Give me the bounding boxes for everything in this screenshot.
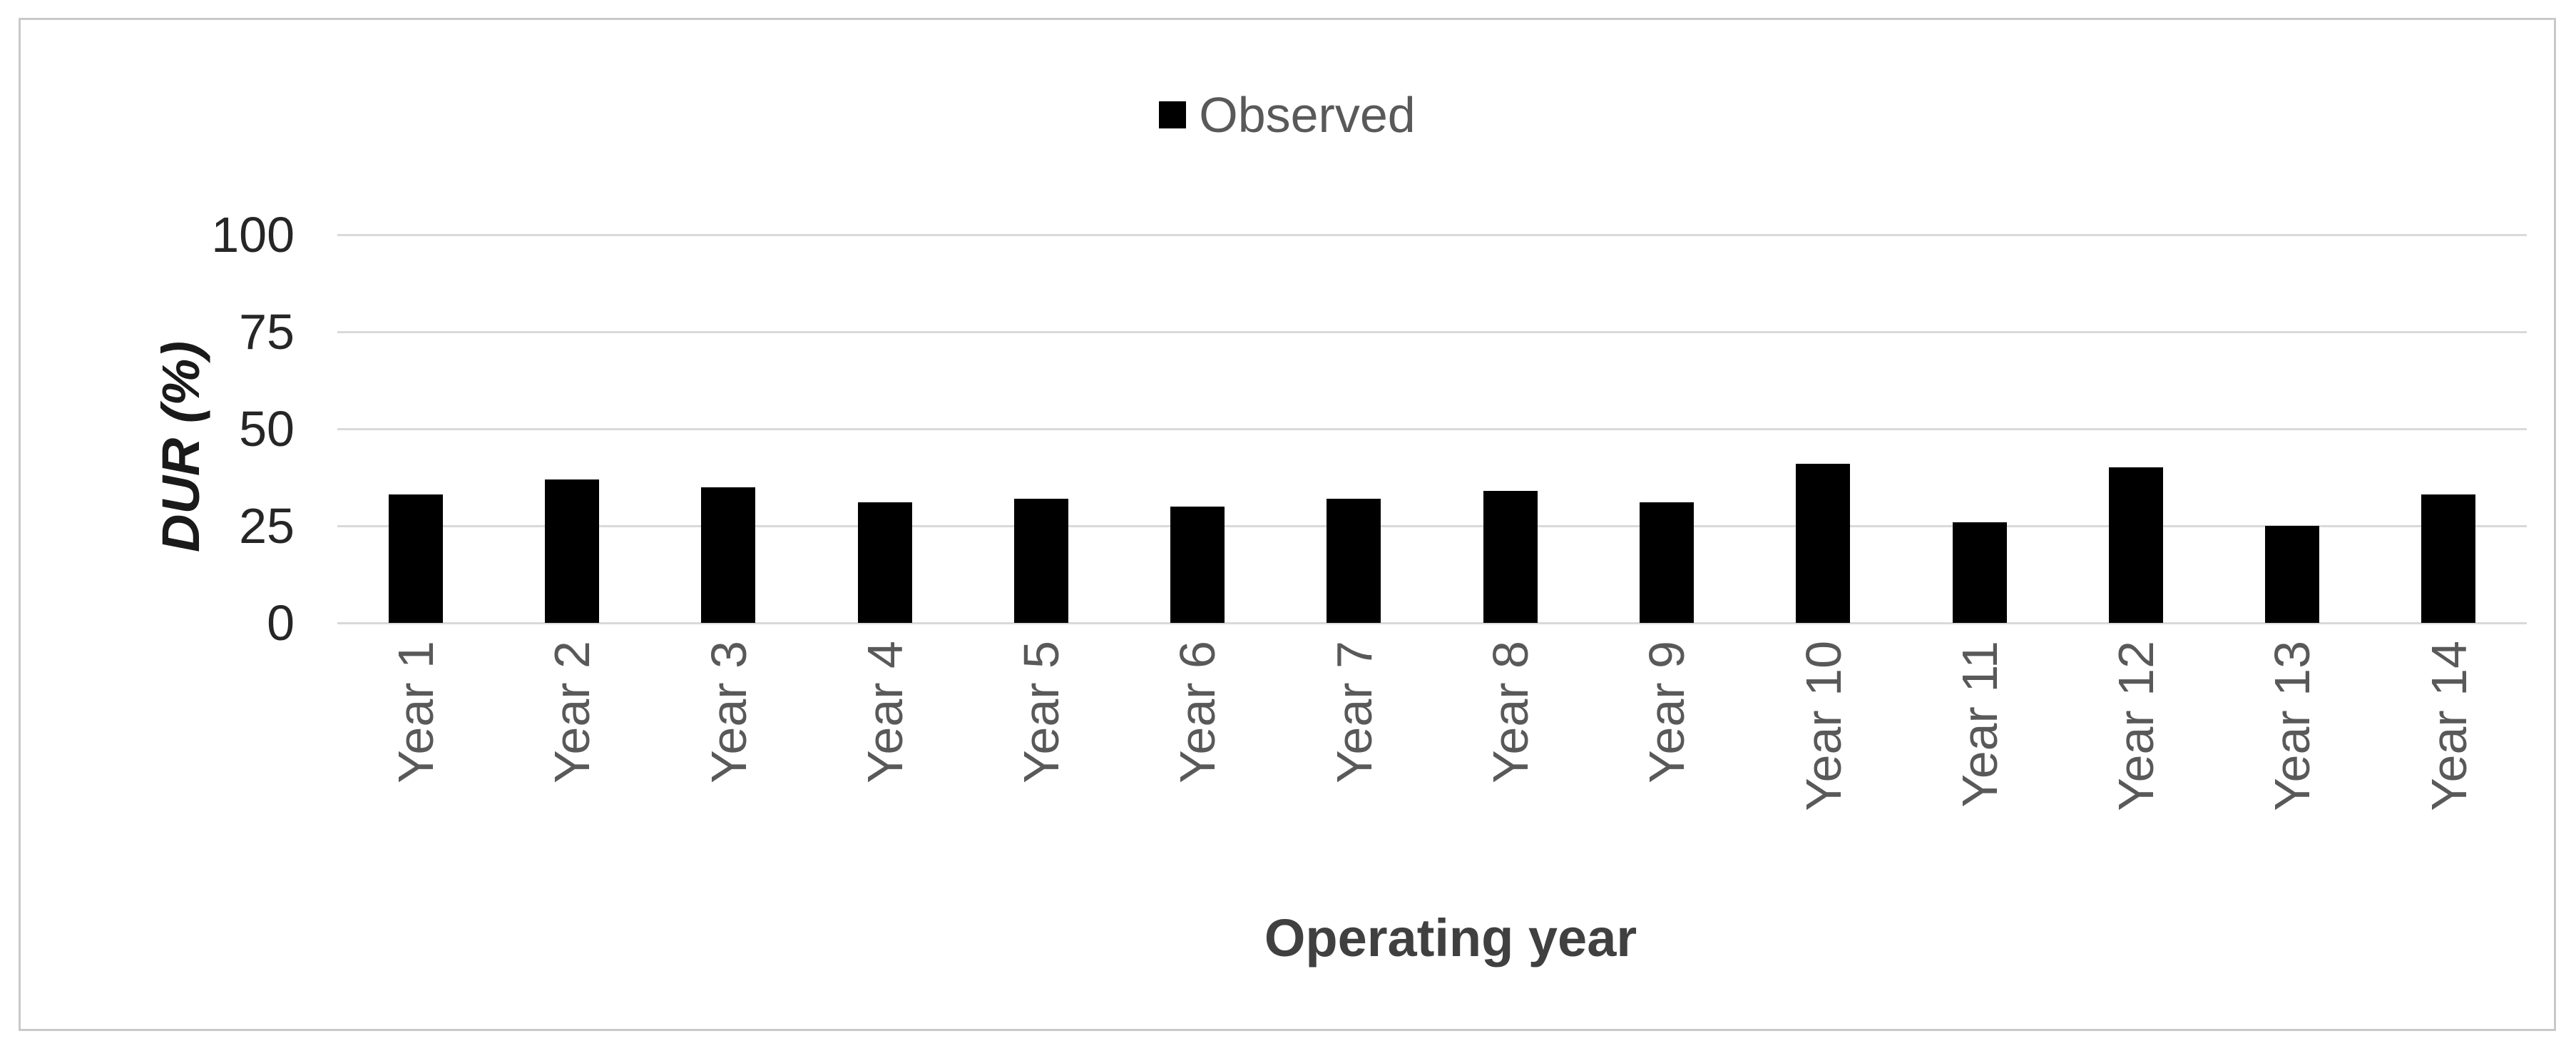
y-tick-label-25: 25: [239, 498, 295, 554]
gridline-100: [337, 234, 2527, 236]
bar-year-14: [2421, 494, 2475, 623]
legend-swatch-observed: [1159, 101, 1187, 128]
x-tick-label: Year 2: [543, 641, 600, 783]
x-tick-year-3: Year 3: [650, 641, 807, 783]
x-tick-label: Year 9: [1638, 641, 1695, 783]
x-tick-year-4: Year 4: [807, 641, 963, 783]
y-tick-label-100: 100: [211, 207, 295, 263]
x-tick-label: Year 5: [1013, 641, 1069, 783]
x-tick-year-10: Year 10: [1745, 641, 1901, 811]
x-tick-year-8: Year 8: [1432, 641, 1588, 783]
x-tick-year-13: Year 13: [2214, 641, 2370, 811]
bar-year-6: [1170, 507, 1225, 623]
bar-year-3: [701, 487, 755, 623]
gridline-0: [337, 622, 2527, 624]
x-tick-year-6: Year 6: [1119, 641, 1275, 783]
x-tick-label: Year 7: [1326, 641, 1382, 783]
bar-year-5: [1014, 499, 1068, 623]
x-tick-label: Year 13: [2264, 641, 2320, 811]
y-tick-label-0: 0: [267, 595, 295, 651]
x-tick-label: Year 11: [1951, 641, 2008, 808]
x-tick-label: Year 6: [1169, 641, 1225, 783]
legend: Observed: [21, 90, 2554, 140]
x-tick-label: Year 10: [1795, 641, 1851, 811]
x-tick-year-12: Year 12: [2058, 641, 2214, 811]
x-tick-year-1: Year 1: [337, 641, 494, 783]
legend-label-observed: Observed: [1199, 87, 1416, 143]
x-tick-label: Year 14: [2421, 641, 2477, 811]
bar-year-7: [1327, 499, 1381, 623]
bar-year-1: [389, 494, 443, 623]
bar-year-11: [1953, 522, 2007, 623]
x-tick-label: Year 3: [700, 641, 757, 783]
x-tick-year-7: Year 7: [1276, 641, 1432, 783]
y-tick-label-50: 50: [239, 401, 295, 457]
bar-year-8: [1483, 491, 1538, 623]
bar-year-9: [1640, 502, 1694, 623]
x-tick-label: Year 4: [857, 641, 913, 783]
bar-year-12: [2109, 467, 2163, 623]
chart-figure: Observed DUR (%) 0 25 50 75 100 Year 1 Year 2…: [19, 18, 2556, 1031]
y-tick-label-75: 75: [239, 304, 295, 360]
gridline-50: [337, 428, 2527, 430]
bar-year-4: [858, 502, 912, 623]
x-tick-year-5: Year 5: [963, 641, 1119, 783]
gridline-75: [337, 331, 2527, 333]
gridline-25: [337, 525, 2527, 527]
x-tick-year-14: Year 14: [2371, 641, 2527, 811]
x-axis-title: Operating year: [1264, 908, 1637, 968]
x-tick-year-2: Year 2: [494, 641, 650, 783]
x-tick-label: Year 8: [1482, 641, 1538, 783]
x-tick-label: Year 12: [2107, 641, 2164, 811]
x-tick-year-11: Year 11: [1901, 641, 2058, 808]
bar-year-10: [1796, 464, 1850, 623]
bar-year-2: [545, 479, 599, 623]
x-tick-label: Year 1: [387, 641, 444, 783]
x-tick-year-9: Year 9: [1588, 641, 1744, 783]
bar-year-13: [2265, 526, 2319, 623]
